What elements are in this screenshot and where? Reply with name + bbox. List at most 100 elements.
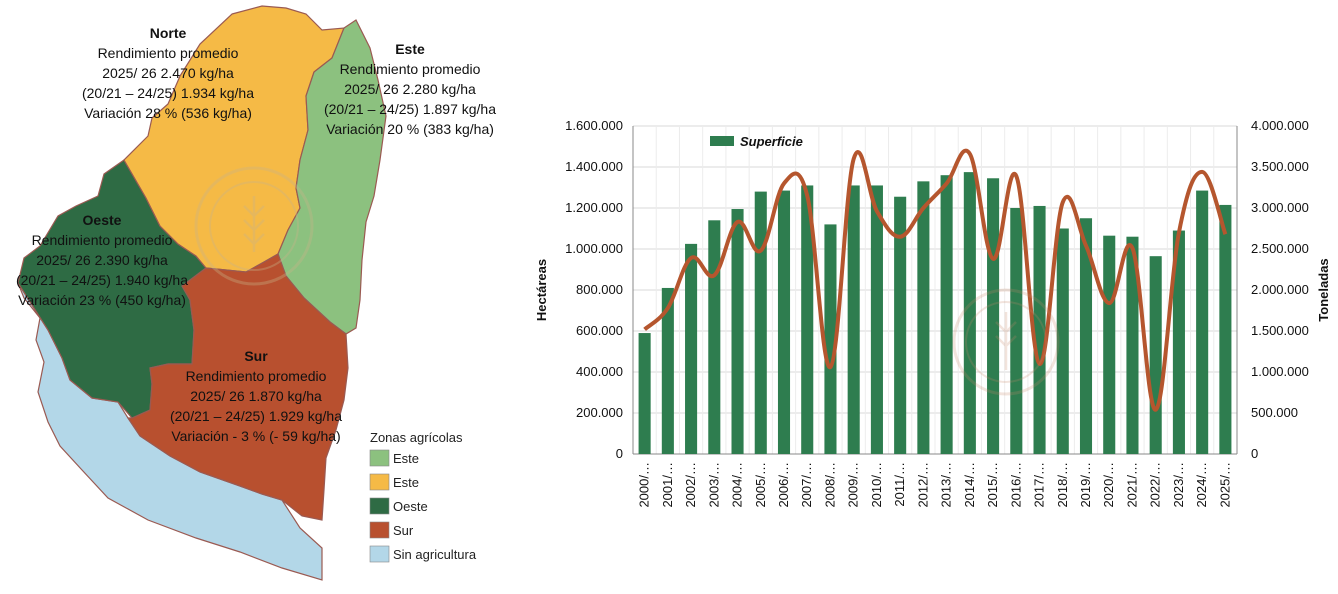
zone-yield-line: Variación 28 % (536 kg/ha) xyxy=(84,105,252,121)
x-tick-label: 2006/… xyxy=(776,462,791,508)
y2-tick-label: 0 xyxy=(1251,446,1258,461)
bar-superficie xyxy=(1196,191,1208,454)
y2-tick-label: 2.500.000 xyxy=(1251,241,1309,256)
bar-superficie xyxy=(755,192,767,454)
zone-yield-line: (20/21 – 24/25) 1.929 kg/ha xyxy=(170,408,342,424)
y-tick-label: 1.000.000 xyxy=(565,241,623,256)
legend-item-label: Este xyxy=(393,475,419,490)
legend-item-label: Oeste xyxy=(393,499,428,514)
bar-superficie xyxy=(848,185,860,454)
legend-title: Zonas agrícolas xyxy=(370,430,463,445)
zone-yield-line: (20/21 – 24/25) 1.897 kg/ha xyxy=(324,101,496,117)
x-tick-label: 2023/… xyxy=(1171,462,1186,508)
y-tick-label: 600.000 xyxy=(576,323,623,338)
combo-chart: 0 200.000 400.000 600.000 800.000 1.000.000 1.… xyxy=(520,0,1338,589)
y-tick-label: 1.600.000 xyxy=(565,118,623,133)
x-tick-label: 2025/… xyxy=(1217,462,1232,508)
zone-yield-line: Variación 23 % (450 kg/ha) xyxy=(18,292,186,308)
chart-legend-swatch xyxy=(710,136,734,146)
y2-tick-label: 3.000.000 xyxy=(1251,200,1309,215)
bar-superficie xyxy=(685,244,697,454)
bar-superficie xyxy=(1219,205,1231,454)
bar-superficie xyxy=(964,172,976,454)
zone-name-este: Este xyxy=(395,41,425,57)
y2-tick-label: 500.000 xyxy=(1251,405,1298,420)
zone-yield-label: Rendimiento promedio xyxy=(32,232,173,248)
y-tick-label: 400.000 xyxy=(576,364,623,379)
bar-superficie xyxy=(1150,256,1162,454)
bar-superficie xyxy=(708,220,720,454)
zone-yield-line: Variación - 3 % (- 59 kg/ha) xyxy=(171,428,340,444)
zone-yield-line: 2025/ 26 2.470 kg/ha xyxy=(102,65,234,81)
map-canvas: Norte Rendimiento promedio 2025/ 26 2.470 … xyxy=(0,0,520,589)
bar-superficie xyxy=(987,178,999,454)
legend-swatch xyxy=(370,450,389,466)
zone-yield-label: Rendimiento promedio xyxy=(98,45,239,61)
legend-swatch xyxy=(370,522,389,538)
x-tick-label: 2018/… xyxy=(1055,462,1070,508)
zone-name-oeste: Oeste xyxy=(83,212,122,228)
y2-tick-label: 4.000.000 xyxy=(1251,118,1309,133)
x-tick-label: 2019/… xyxy=(1078,462,1093,508)
x-tick-label: 2017/… xyxy=(1032,462,1047,508)
y-axis-title: Hectáreas xyxy=(534,259,549,321)
legend-swatch xyxy=(370,498,389,514)
x-tick-label: 2007/… xyxy=(799,462,814,508)
x-tick-label: 2014/… xyxy=(962,462,977,508)
y2-axis-title: Toneladas xyxy=(1316,258,1331,321)
x-tick-label: 2016/… xyxy=(1008,462,1023,508)
zone-yield-line: Variación 20 % (383 kg/ha) xyxy=(326,121,494,137)
y-tick-label: 800.000 xyxy=(576,282,623,297)
y2-tick-label: 1.500.000 xyxy=(1251,323,1309,338)
zones-map: Norte Rendimiento promedio 2025/ 26 2.470 … xyxy=(0,0,520,589)
chart-legend-label: Superficie xyxy=(740,134,803,149)
legend-swatch xyxy=(370,546,389,562)
x-tick-label: 2003/… xyxy=(706,462,721,508)
map-legend: Zonas agrícolas Este Este Oeste Sur Sin agri… xyxy=(370,430,477,562)
x-tick-label: 2002/… xyxy=(683,462,698,508)
bar-superficie xyxy=(871,185,883,454)
bar-superficie xyxy=(778,191,790,454)
zone-yield-line: (20/21 – 24/25) 1.940 kg/ha xyxy=(16,272,188,288)
x-tick-label: 2009/… xyxy=(846,462,861,508)
x-tick-label: 2020/… xyxy=(1101,462,1116,508)
x-tick-label: 2010/… xyxy=(869,462,884,508)
bar-superficie xyxy=(941,175,953,454)
legend-item-label: Este xyxy=(393,451,419,466)
x-tick-label: 2012/… xyxy=(915,462,930,508)
y-tick-label: 1.400.000 xyxy=(565,159,623,174)
y-tick-label: 1.200.000 xyxy=(565,200,623,215)
y-tick-label: 0 xyxy=(616,446,623,461)
x-tick-label: 2000/… xyxy=(637,462,652,508)
zone-yield-line: 2025/ 26 2.390 kg/ha xyxy=(36,252,168,268)
y-tick-label: 200.000 xyxy=(576,405,623,420)
x-tick-label: 2004/… xyxy=(730,462,745,508)
bar-superficie xyxy=(731,209,743,454)
x-tick-label: 2011/… xyxy=(892,462,907,507)
x-tick-label: 2024/… xyxy=(1194,462,1209,508)
y2-tick-label: 2.000.000 xyxy=(1251,282,1309,297)
zone-yield-line: 2025/ 26 2.280 kg/ha xyxy=(344,81,476,97)
x-tick-label: 2022/… xyxy=(1148,462,1163,508)
legend-swatch xyxy=(370,474,389,490)
x-tick-label: 2021/… xyxy=(1124,462,1139,508)
x-tick-label: 2015/… xyxy=(985,462,1000,508)
chart-gridlines xyxy=(633,126,1237,454)
zone-yield-label: Rendimiento promedio xyxy=(186,368,327,384)
legend-item-label: Sin agricultura xyxy=(393,547,477,562)
zone-name-sur: Sur xyxy=(244,348,268,364)
x-tick-label: 2008/… xyxy=(822,462,837,508)
y2-tick-label: 3.500.000 xyxy=(1251,159,1309,174)
zone-name-norte: Norte xyxy=(150,25,187,41)
bar-superficie xyxy=(1010,208,1022,454)
chart-panel: 0 200.000 400.000 600.000 800.000 1.000.000 1.… xyxy=(520,0,1338,589)
x-tick-label: 2013/… xyxy=(939,462,954,508)
y2-tick-label: 1.000.000 xyxy=(1251,364,1309,379)
zone-yield-line: (20/21 – 24/25) 1.934 kg/ha xyxy=(82,85,254,101)
bar-superficie xyxy=(917,181,929,454)
legend-item-label: Sur xyxy=(393,523,414,538)
x-tick-label: 2001/… xyxy=(660,462,675,508)
bar-superficie xyxy=(1103,236,1115,454)
bar-superficie xyxy=(639,333,651,454)
zone-yield-label: Rendimiento promedio xyxy=(340,61,481,77)
